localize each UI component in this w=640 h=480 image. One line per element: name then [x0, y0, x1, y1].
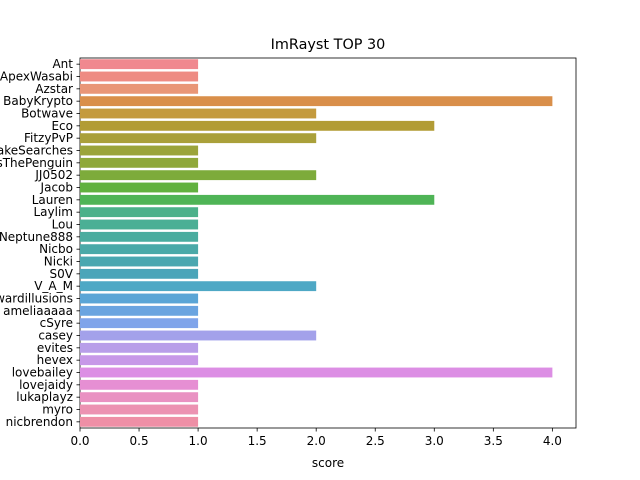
- bar-27: [80, 392, 199, 403]
- y-tick-label-3: BabyKrypto: [3, 94, 73, 108]
- y-tick-label-7: JakeSearches: [0, 144, 73, 158]
- bar-19: [80, 293, 199, 304]
- bar-29: [80, 416, 199, 427]
- bar-16: [80, 256, 199, 267]
- y-tick-label-29: nicbrendon: [6, 415, 73, 429]
- x-tick-label-4: 2.0: [307, 434, 326, 448]
- bar-18: [80, 281, 317, 292]
- bar-12: [80, 207, 199, 218]
- x-tick-label-0: 0.0: [70, 434, 89, 448]
- bar-22: [80, 330, 317, 341]
- x-axis-label: score: [312, 456, 344, 470]
- bar-21: [80, 318, 199, 329]
- y-tick-label-2: Azstar: [35, 82, 73, 96]
- bars-group: [80, 59, 553, 427]
- bar-8: [80, 157, 199, 168]
- y-tick-label-0: Ant: [52, 57, 73, 71]
- bar-14: [80, 231, 199, 242]
- chart-title: ImRayst TOP 30: [271, 37, 386, 53]
- bar-15: [80, 244, 199, 255]
- bar-11: [80, 194, 435, 205]
- x-tick-label-8: 4.0: [543, 434, 562, 448]
- y-tick-label-12: Laylim: [34, 205, 74, 219]
- y-tick-label-18: V_A_M: [34, 279, 73, 293]
- bar-25: [80, 367, 553, 378]
- y-tick-label-20: ameliaaaaa: [3, 304, 73, 318]
- y-tick-label-15: Nicbo: [39, 242, 73, 256]
- y-tick-label-21: cSyre: [40, 316, 73, 330]
- y-tick-label-19: awkwardillusions: [0, 292, 73, 306]
- y-tick-label-28: myro: [42, 403, 73, 417]
- x-tick-label-5: 2.5: [366, 434, 385, 448]
- y-tick-label-8: JamesThePenguin: [0, 156, 73, 170]
- bar-0: [80, 59, 199, 70]
- x-tick-label-7: 3.5: [484, 434, 503, 448]
- bar-13: [80, 219, 199, 230]
- bar-24: [80, 355, 199, 366]
- x-tick-label-6: 3.0: [425, 434, 444, 448]
- bar-2: [80, 83, 199, 94]
- y-tick-label-13: Lou: [52, 218, 73, 232]
- plot-frame: [79, 57, 577, 429]
- y-tick-label-6: FitzyPvP: [24, 131, 73, 145]
- bar-3: [80, 96, 553, 107]
- x-tick-label-1: 0.5: [130, 434, 149, 448]
- y-tick-label-11: Lauren: [32, 193, 73, 207]
- y-tick-label-1: ApexWasabi: [0, 70, 73, 84]
- bar-7: [80, 145, 199, 156]
- y-tick-label-5: Eco: [51, 119, 73, 133]
- y-tick-label-10: Jacob: [40, 181, 73, 195]
- x-tick-label-3: 1.5: [248, 434, 267, 448]
- bar-23: [80, 342, 199, 353]
- y-tick-label-26: lovejaidy: [19, 378, 73, 392]
- y-tick-label-23: evites: [37, 341, 73, 355]
- y-tick-label-25: lovebailey: [12, 366, 73, 380]
- bar-5: [80, 120, 435, 131]
- y-tick-label-14: Neptune888: [0, 230, 73, 244]
- bar-1: [80, 71, 199, 82]
- bar-17: [80, 268, 199, 279]
- x-ticks: 0.0 0.5 1.0 1.5 2.0 2.5 3.0 3.5 4.0: [70, 428, 562, 448]
- x-tick-label-2: 1.0: [189, 434, 208, 448]
- bar-26: [80, 379, 199, 390]
- bar-4: [80, 108, 317, 119]
- y-tick-label-17: S0V: [50, 267, 74, 281]
- bar-10: [80, 182, 199, 193]
- y-tick-label-22: casey: [38, 329, 73, 343]
- y-tick-label-24: hevex: [37, 353, 73, 367]
- y-tick-label-16: Nicki: [44, 255, 73, 269]
- bar-6: [80, 133, 317, 144]
- y-tick-label-4: Botwave: [21, 107, 73, 121]
- bar-9: [80, 170, 317, 181]
- y-tick-labels: AntApexWasabiAzstarBabyKryptoBotwaveEcoF…: [0, 57, 80, 429]
- y-tick-label-27: lukaplayz: [16, 390, 73, 404]
- bar-20: [80, 305, 199, 316]
- bar-28: [80, 404, 199, 415]
- y-tick-label-9: JJ0502: [34, 168, 73, 182]
